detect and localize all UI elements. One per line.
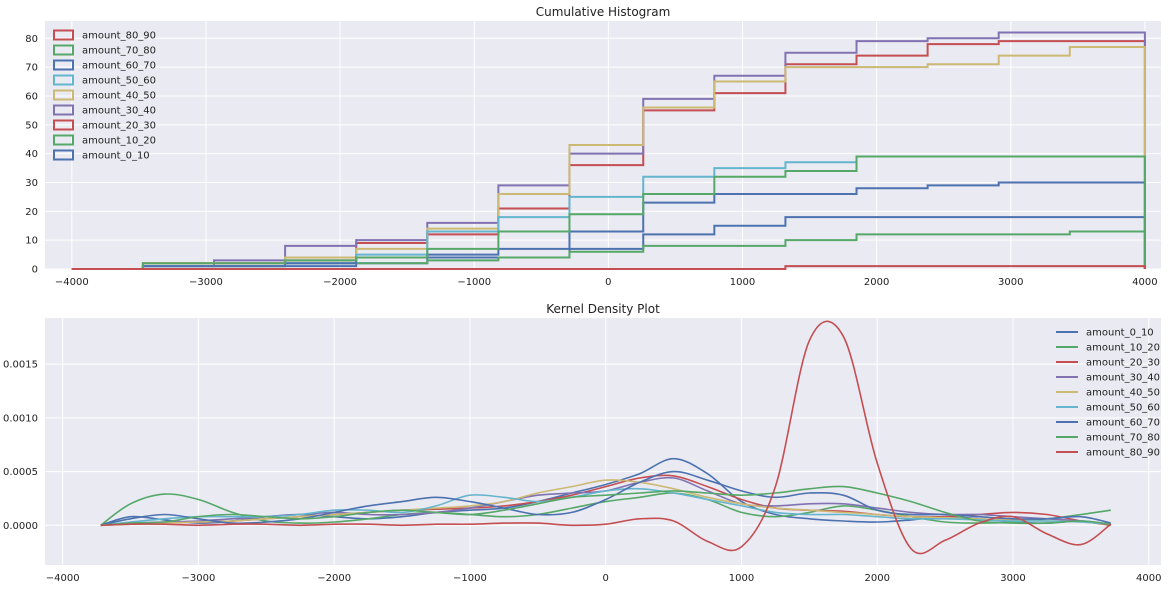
legend-swatch-amount-40-50 xyxy=(53,89,74,101)
legend-label: amount_0_10 xyxy=(1086,328,1154,339)
kde-x-tick-label: 0 xyxy=(603,573,609,584)
legend-swatch-amount-10-20 xyxy=(53,134,74,146)
kde-line-amount-80-90 xyxy=(100,320,1112,555)
hist-x-tick-label: 2000 xyxy=(864,277,889,288)
legend-label: amount_50_60 xyxy=(82,76,156,87)
kde-line-amount-70-80 xyxy=(100,485,1111,527)
legend-swatch-amount-20-30 xyxy=(53,119,74,131)
kde-x-tick-label: −4000 xyxy=(46,573,80,584)
legend-label: amount_80_90 xyxy=(82,31,156,42)
legend-swatch-amount-70-80 xyxy=(53,44,74,56)
hist-y-tick-label: 70 xyxy=(25,63,38,74)
kde-line-amount-10-20 xyxy=(100,492,1111,526)
hist-x-tick-label: 4000 xyxy=(1132,277,1157,288)
hist-x-tick-label: 3000 xyxy=(998,277,1023,288)
kde-x-ticks: −4000 −3000 −2000 −1000 0 1000 2000 3000 4000 xyxy=(46,573,1162,584)
kde-line-amount-60-70 xyxy=(100,470,1111,527)
hist-x-tick-label: −4000 xyxy=(55,277,89,288)
kde-y-tick-label: 0.0005 xyxy=(3,467,38,478)
hist-y-tick-label: 40 xyxy=(25,149,38,160)
legend-label: amount_10_20 xyxy=(82,136,156,147)
histogram-legend: amount_80_90 amount_70_80 amount_60_70amou… xyxy=(53,29,156,162)
kde-x-tick-label: 4000 xyxy=(1136,573,1161,584)
legend-label: amount_70_80 xyxy=(1086,433,1160,444)
histogram-y-ticks: 0 10 20 30 40 50 60 70 80 xyxy=(25,34,38,276)
hist-x-tick-label: 0 xyxy=(605,277,611,288)
kde-title: Kernel Density Plot xyxy=(546,302,660,316)
histogram-panel: Cumulative Histogram −4000 −3000 −2000 −100… xyxy=(25,5,1161,288)
kde-y-tick-label: 0.0000 xyxy=(3,521,38,532)
kde-panel: Kernel Density Plot −4000 −3000 −2000 −1000… xyxy=(3,302,1162,584)
hist-y-tick-label: 0 xyxy=(32,265,38,276)
hist-y-tick-label: 60 xyxy=(25,91,38,102)
kde-x-tick-label: 3000 xyxy=(1000,573,1025,584)
legend-label: amount_40_50 xyxy=(82,91,156,102)
hist-y-tick-label: 10 xyxy=(25,236,38,247)
legend-label: amount_70_80 xyxy=(82,46,156,57)
kde-plot-area xyxy=(45,318,1161,565)
hist-y-tick-label: 20 xyxy=(25,207,38,218)
kde-x-tick-label: 2000 xyxy=(865,573,890,584)
legend-label: amount_0_10 xyxy=(82,151,150,162)
hist-x-tick-label: −2000 xyxy=(323,277,357,288)
hist-y-tick-label: 50 xyxy=(25,120,38,131)
histogram-series xyxy=(71,31,1146,270)
legend-swatch-amount-30-40 xyxy=(53,104,74,116)
legend-label: amount_60_70 xyxy=(1086,418,1160,429)
kde-line-amount-40-50 xyxy=(100,479,1111,527)
legend-label: amount_20_30 xyxy=(1086,358,1160,369)
legend-label: amount_60_70 xyxy=(82,61,156,72)
histogram-x-ticks: −4000 −3000 −2000 −1000 0 1000 2000 3000 4000 xyxy=(55,277,1158,288)
legend-label: amount_50_60 xyxy=(1086,403,1160,414)
legend-label: amount_30_40 xyxy=(1086,373,1160,384)
kde-y-tick-label: 0.0010 xyxy=(3,413,38,424)
kde-x-tick-label: −1000 xyxy=(453,573,487,584)
hist-x-tick-label: 1000 xyxy=(730,277,755,288)
histogram-step-amount-80-90 xyxy=(71,265,1146,270)
legend-label: amount_40_50 xyxy=(1086,388,1160,399)
kde-legend: amount_0_10 amount_10_20 amount_20_30amoun… xyxy=(1056,328,1160,459)
kde-x-tick-label: −2000 xyxy=(317,573,351,584)
kde-y-tick-label: 0.0015 xyxy=(3,360,38,371)
hist-y-tick-label: 80 xyxy=(25,34,38,45)
histogram-step-amount-60-70 xyxy=(71,181,1146,270)
legend-swatch-amount-60-70 xyxy=(53,59,74,71)
hist-x-tick-label: −1000 xyxy=(457,277,491,288)
kde-x-tick-label: 1000 xyxy=(729,573,754,584)
kde-x-tick-label: −3000 xyxy=(182,573,216,584)
hist-x-tick-label: −3000 xyxy=(189,277,223,288)
hist-y-tick-label: 30 xyxy=(25,178,38,189)
legend-swatch-amount-50-60 xyxy=(53,74,74,86)
histogram-title: Cumulative Histogram xyxy=(536,5,671,19)
legend-swatch-amount-0-10 xyxy=(53,149,74,161)
histogram-step-amount-30-40 xyxy=(71,31,1146,270)
legend-label: amount_20_30 xyxy=(82,121,156,132)
legend-label: amount_30_40 xyxy=(82,106,156,117)
legend-label: amount_10_20 xyxy=(1086,343,1160,354)
legend-swatch-amount-80-90 xyxy=(53,29,74,41)
kde-series xyxy=(100,320,1112,555)
kde-y-ticks: 0.0000 0.0005 0.0010 0.0015 xyxy=(3,360,38,532)
legend-label: amount_80_90 xyxy=(1086,448,1160,459)
histogram-step-amount-70-80 xyxy=(71,155,1146,270)
